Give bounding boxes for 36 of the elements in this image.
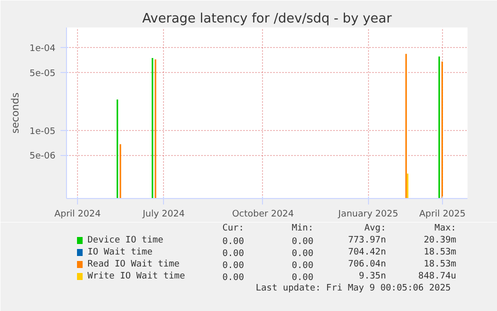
y-tick-label: 1e-04 (30, 44, 56, 54)
text: 0.00 (222, 273, 244, 283)
legend-label: Read IO Wait time (87, 260, 180, 270)
x-tick-label: January 2025 (337, 210, 398, 220)
chart-title: Average latency for /dev/sdq - by year (142, 12, 392, 26)
y-tick-label: 1e-05 (30, 126, 56, 137)
x-tick-label: July 2024 (142, 210, 185, 220)
text: 18.53m (424, 260, 456, 270)
text: 0.00 (222, 237, 244, 247)
text: 0.00 (222, 261, 244, 271)
text: 0.00 (292, 249, 314, 259)
text: Last update: Fri May 9 00:05:06 2025 (256, 284, 451, 294)
legend-label: Device IO time (87, 236, 164, 246)
y-axis-title: seconds (10, 92, 22, 134)
text: Max: (434, 224, 456, 234)
text: 0.00 (292, 261, 314, 271)
legend-label: Write IO Wait time (87, 272, 186, 282)
text: Cur: (222, 224, 244, 234)
y-tick-label: 5e-06 (30, 152, 56, 162)
legend-label: IO Wait time (87, 248, 153, 258)
text: Min: (292, 224, 314, 234)
x-tick-label: October 2024 (232, 210, 294, 220)
text: 20.39m (424, 236, 456, 246)
x-tick-label: April 2024 (54, 210, 101, 220)
text: Avg: (364, 224, 386, 234)
text: 704.42n (348, 248, 386, 258)
text: 9.35n (358, 272, 386, 282)
text: 773.97n (348, 236, 386, 246)
text: 0.00 (292, 273, 314, 283)
text: 706.04n (348, 260, 386, 270)
y-tick-label: 5e-05 (30, 69, 56, 80)
text: 848.74u (418, 272, 456, 282)
x-tick-label: April 2025 (419, 210, 466, 220)
text: 0.00 (292, 237, 314, 247)
text: 18.53m (424, 248, 456, 258)
text: 0.00 (222, 249, 244, 259)
